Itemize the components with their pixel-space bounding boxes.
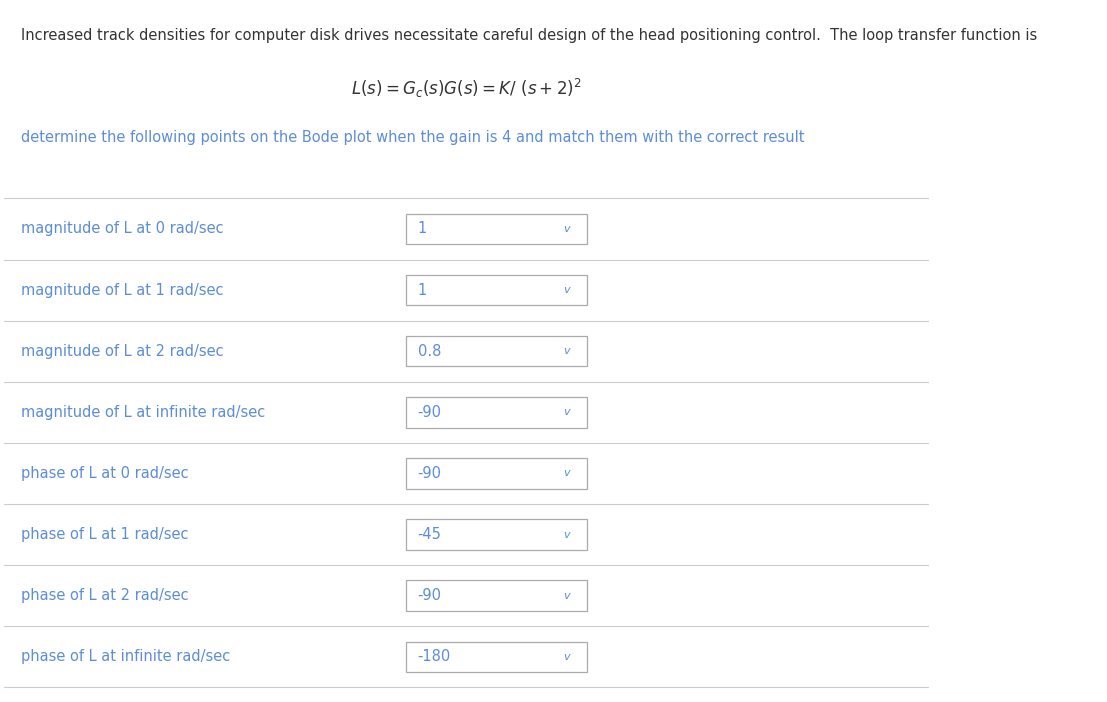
- Text: magnitude of L at 0 rad/sec: magnitude of L at 0 rad/sec: [21, 221, 224, 237]
- Text: -90: -90: [417, 588, 442, 603]
- Text: v: v: [563, 652, 570, 662]
- FancyBboxPatch shape: [406, 581, 587, 611]
- Text: magnitude of L at 1 rad/sec: magnitude of L at 1 rad/sec: [21, 283, 224, 298]
- Text: v: v: [563, 529, 570, 540]
- FancyBboxPatch shape: [406, 519, 587, 550]
- Text: v: v: [563, 285, 570, 295]
- Text: -45: -45: [417, 527, 442, 542]
- Text: v: v: [563, 591, 570, 601]
- Text: Increased track densities for computer disk drives necessitate careful design of: Increased track densities for computer d…: [21, 29, 1037, 44]
- Text: $L(s) = G_c(s)G(s) = K/\ (s+2)^2$: $L(s) = G_c(s)G(s) = K/\ (s+2)^2$: [351, 77, 582, 100]
- FancyBboxPatch shape: [406, 336, 587, 366]
- Text: v: v: [563, 468, 570, 479]
- Text: v: v: [563, 346, 570, 356]
- FancyBboxPatch shape: [406, 274, 587, 305]
- Text: magnitude of L at infinite rad/sec: magnitude of L at infinite rad/sec: [21, 405, 265, 420]
- Text: -180: -180: [417, 649, 451, 664]
- Text: 1: 1: [417, 221, 427, 237]
- FancyBboxPatch shape: [406, 642, 587, 672]
- Text: magnitude of L at 2 rad/sec: magnitude of L at 2 rad/sec: [21, 344, 224, 359]
- Text: 1: 1: [417, 283, 427, 298]
- FancyBboxPatch shape: [406, 397, 587, 428]
- Text: phase of L at 1 rad/sec: phase of L at 1 rad/sec: [21, 527, 188, 542]
- Text: phase of L at infinite rad/sec: phase of L at infinite rad/sec: [21, 649, 230, 664]
- Text: 0.8: 0.8: [417, 344, 441, 359]
- Text: determine the following points on the Bode plot when the gain is 4 and match the: determine the following points on the Bo…: [21, 131, 805, 145]
- Text: -90: -90: [417, 466, 442, 481]
- Text: v: v: [563, 224, 570, 234]
- FancyBboxPatch shape: [406, 458, 587, 489]
- Text: phase of L at 2 rad/sec: phase of L at 2 rad/sec: [21, 588, 188, 603]
- FancyBboxPatch shape: [406, 213, 587, 244]
- Text: v: v: [563, 407, 570, 418]
- Text: -90: -90: [417, 405, 442, 420]
- Text: phase of L at 0 rad/sec: phase of L at 0 rad/sec: [21, 466, 188, 481]
